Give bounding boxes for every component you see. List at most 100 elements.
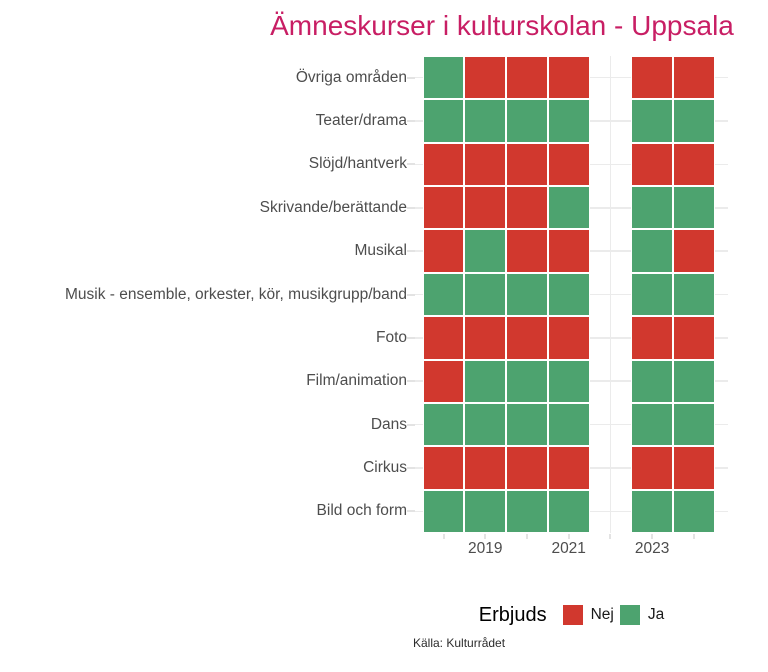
tile-nej [506,446,548,490]
tile-ja [631,489,673,533]
tile-nej [547,142,590,187]
tile-ja [506,402,548,447]
tile-ja [672,99,715,143]
y-axis-tick [407,120,415,123]
y-axis-tick [407,380,415,383]
x-axis-tick [567,534,570,539]
tile-nej [422,446,465,490]
tile-nej [422,359,465,403]
tile-ja [464,272,507,317]
y-axis-label: Bild och form [316,502,407,520]
tile-ja [672,272,715,317]
tile-nej [631,446,673,490]
x-axis-label: 2023 [634,540,670,557]
y-axis-tick [407,76,415,79]
tile-nej [506,56,548,100]
y-axis-label: Cirkus [363,458,407,476]
y-axis-label: Teater/drama [315,112,407,130]
tile-nej [506,316,548,360]
tile-ja [672,186,715,230]
legend-item-nej: Nej [562,605,614,625]
tile-ja [422,99,465,143]
y-axis-tick [407,510,415,513]
tile-ja [464,99,507,143]
tile-nej [506,229,548,273]
x-axis-tick [609,534,612,539]
x-axis-tick [692,534,695,539]
tile-nej [422,229,465,273]
tile-ja [631,402,673,447]
y-axis-label: Dans [370,415,407,433]
tile-ja [506,489,548,533]
y-axis-label: Film/animation [306,372,407,390]
y-axis-label: Musik - ensemble, orkester, kör, musikgr… [64,285,407,303]
tile-nej [547,229,590,273]
tile-nej [631,316,673,360]
tile-nej [422,316,465,360]
tile-nej [506,142,548,187]
tile-nej [547,316,590,360]
tile-ja [631,229,673,273]
legend-label-ja: Ja [647,606,665,623]
tile-ja [672,402,715,447]
tile-nej [422,142,465,187]
y-axis-tick [407,336,415,339]
tile-ja [506,99,548,143]
y-axis-tick [407,206,415,209]
tile-ja [422,402,465,447]
legend-item-ja: Ja [619,605,665,625]
tile-ja [464,229,507,273]
tile-nej [672,316,715,360]
tile-nej [464,446,507,490]
y-axis-tick [407,466,415,469]
x-axis-tick [651,534,654,539]
y-axis-tick [407,250,415,253]
x-axis-label: 2021 [551,540,586,557]
tile-ja [547,272,590,317]
tile-ja [464,489,507,533]
x-axis-tick [526,534,528,539]
y-axis-tick [407,163,415,166]
y-axis-tick [407,293,415,296]
tile-ja [547,186,590,230]
tile-ja [631,359,673,403]
tile-ja [422,56,465,100]
tile-nej [672,229,715,273]
tile-ja [506,359,548,403]
tile-ja [547,359,590,403]
plot-panel [415,56,728,533]
tile-ja [672,359,715,403]
tile-nej [547,56,590,100]
tile-ja [547,489,590,533]
tile-nej [464,186,507,230]
y-axis-label: Skrivande/berättande [259,198,407,216]
tile-nej [631,56,673,100]
y-axis-label: Övriga områden [295,68,407,86]
tile-ja [464,359,507,403]
tile-nej [672,142,715,187]
tile-ja [422,272,465,317]
legend-swatch-ja-icon [619,605,640,625]
legend: Erbjuds Nej Ja [415,601,728,629]
tile-nej [464,56,507,100]
tile-nej [464,142,507,187]
y-axis-label: Slöjd/hantverk [308,155,407,173]
y-axis-label: Foto [375,328,407,346]
tile-ja [631,99,673,143]
chart-caption: Källa: Kulturrådet [413,636,506,650]
tile-ja [672,489,715,533]
tile-nej [547,446,590,490]
tile-ja [506,272,548,317]
tile-nej [422,186,465,230]
y-axis-label: Musikal [354,242,407,260]
tile-ja [464,402,507,447]
tile-nej [672,56,715,100]
tile-ja [631,272,673,317]
legend-swatch-nej-icon [562,605,583,625]
tile-ja [631,186,673,230]
x-axis-tick [442,534,445,539]
tile-nej [506,186,548,230]
tile-nej [464,316,507,360]
tile-ja [547,99,590,143]
x-axis-tick [484,534,487,539]
